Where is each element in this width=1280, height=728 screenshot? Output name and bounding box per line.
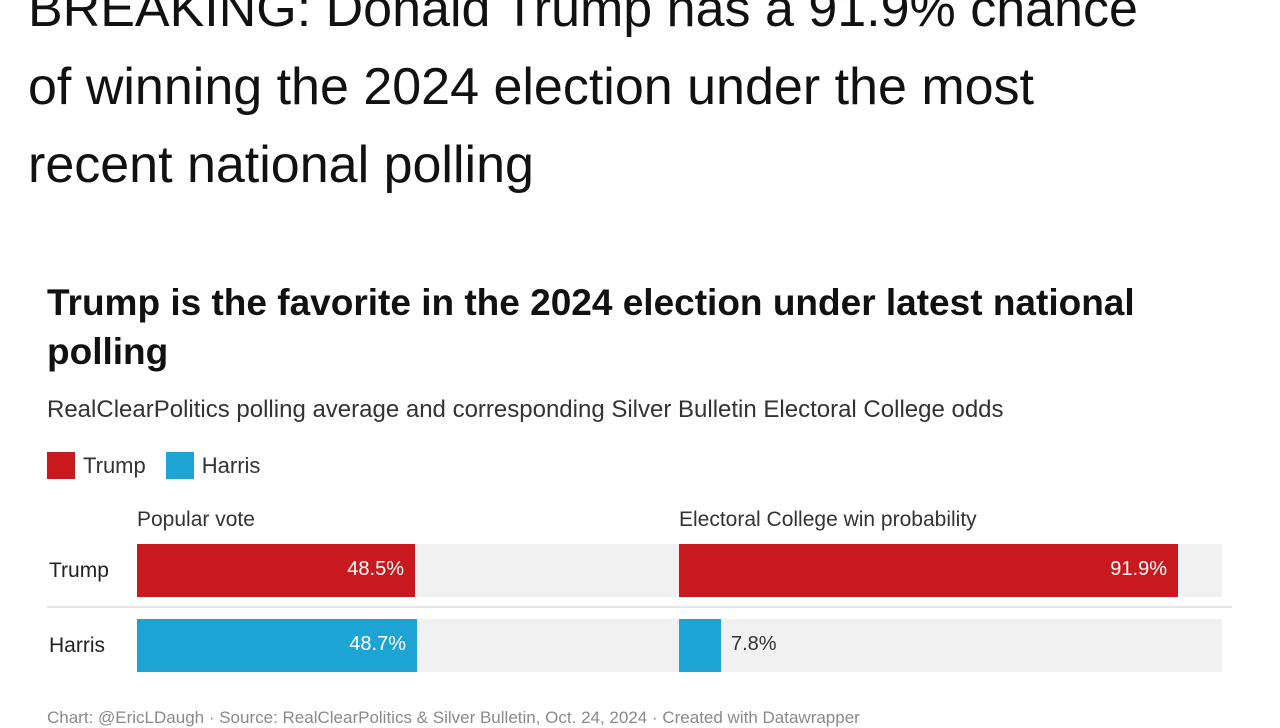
row-label-trump: Trump [49,559,109,582]
legend-swatch-harris [165,452,194,479]
tweet-line: of winning the 2024 election under the m… [28,58,1035,116]
data-label: 48.7% [349,633,406,655]
panel-label-electoral-college: Electoral College win probability [679,508,977,531]
chart-title: Trump is the favorite in the 2024 electi… [47,282,1135,372]
data-label: 48.5% [347,558,404,580]
panel-label-popular-vote: Popular vote [137,508,255,531]
legend-label-trump: Trump [83,452,146,478]
legend-item-harris: Harris [165,452,261,479]
data-label: 7.8% [731,633,777,655]
legend-label-harris: Harris [201,452,261,478]
data-label: 91.9% [1110,558,1167,580]
bar-harris-popular-vote [137,619,417,672]
chart-subtitle: RealClearPolitics polling average and co… [47,396,1004,423]
chart-footer: Chart: @EricLDaugh · Source: RealClearPo… [47,708,860,727]
bar-harris-electoral-college [679,619,721,672]
bar-trump-electoral-college [679,544,1178,597]
bar-track [679,619,1222,672]
row-label-harris: Harris [49,634,105,657]
legend-swatch-trump [47,452,75,479]
legend-item-trump: Trump [47,452,146,479]
bar-trump-popular-vote [137,544,415,597]
tweet-line: BREAKING: Donald Trump has a 91.9% chanc… [28,0,1138,38]
chart-legend: Trump Harris [47,452,280,479]
tweet-text: BREAKING: Donald Trump has a 91.9% chanc… [28,0,1268,204]
tweet-line: recent national polling [28,136,534,194]
row-divider [47,606,1232,608]
